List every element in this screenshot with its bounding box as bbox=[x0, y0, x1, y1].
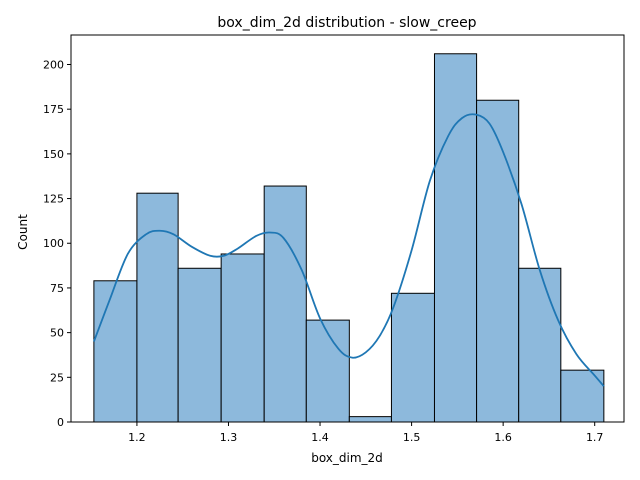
kde-curve bbox=[93, 113, 605, 387]
histogram-bar bbox=[93, 280, 138, 423]
x-tick-label: 1.3 bbox=[220, 431, 238, 444]
histogram-bar bbox=[476, 99, 520, 423]
x-axis-label: box_dim_2d bbox=[311, 451, 383, 465]
y-axis-ticks: 0 25 50 75 100 125 150 175 200 bbox=[43, 58, 71, 429]
histogram-bars bbox=[93, 53, 605, 423]
x-tick-label: 1.7 bbox=[586, 431, 604, 444]
histogram-bar bbox=[136, 192, 179, 423]
x-tick-label: 1.6 bbox=[494, 431, 512, 444]
histogram-bar bbox=[177, 267, 222, 423]
y-tick-label: 150 bbox=[43, 148, 64, 161]
y-tick-label: 75 bbox=[50, 282, 64, 295]
histogram-bar bbox=[263, 185, 307, 423]
histogram-bar bbox=[305, 319, 350, 423]
histogram-bar bbox=[518, 267, 562, 423]
x-tick-label: 1.5 bbox=[403, 431, 421, 444]
histogram-bar bbox=[433, 53, 478, 423]
y-axis-label: Count bbox=[16, 214, 30, 250]
x-tick-label: 1.4 bbox=[311, 431, 329, 444]
y-tick-label: 25 bbox=[50, 371, 64, 384]
histogram-bar bbox=[390, 292, 435, 423]
y-tick-label: 100 bbox=[43, 237, 64, 250]
plot-frame bbox=[70, 34, 625, 423]
y-tick-label: 200 bbox=[43, 58, 64, 71]
y-tick-label: 50 bbox=[50, 327, 64, 340]
chart-title: box_dim_2d distribution - slow_creep bbox=[217, 15, 476, 31]
y-tick-label: 125 bbox=[43, 193, 64, 206]
histogram-bar bbox=[220, 253, 265, 423]
x-axis-ticks: 1.2 1.3 1.4 1.5 1.6 1.7 bbox=[128, 422, 603, 444]
y-tick-label: 175 bbox=[43, 103, 64, 116]
y-tick-label: 0 bbox=[57, 416, 64, 429]
x-tick-label: 1.2 bbox=[128, 431, 146, 444]
histogram-bar bbox=[348, 416, 392, 423]
